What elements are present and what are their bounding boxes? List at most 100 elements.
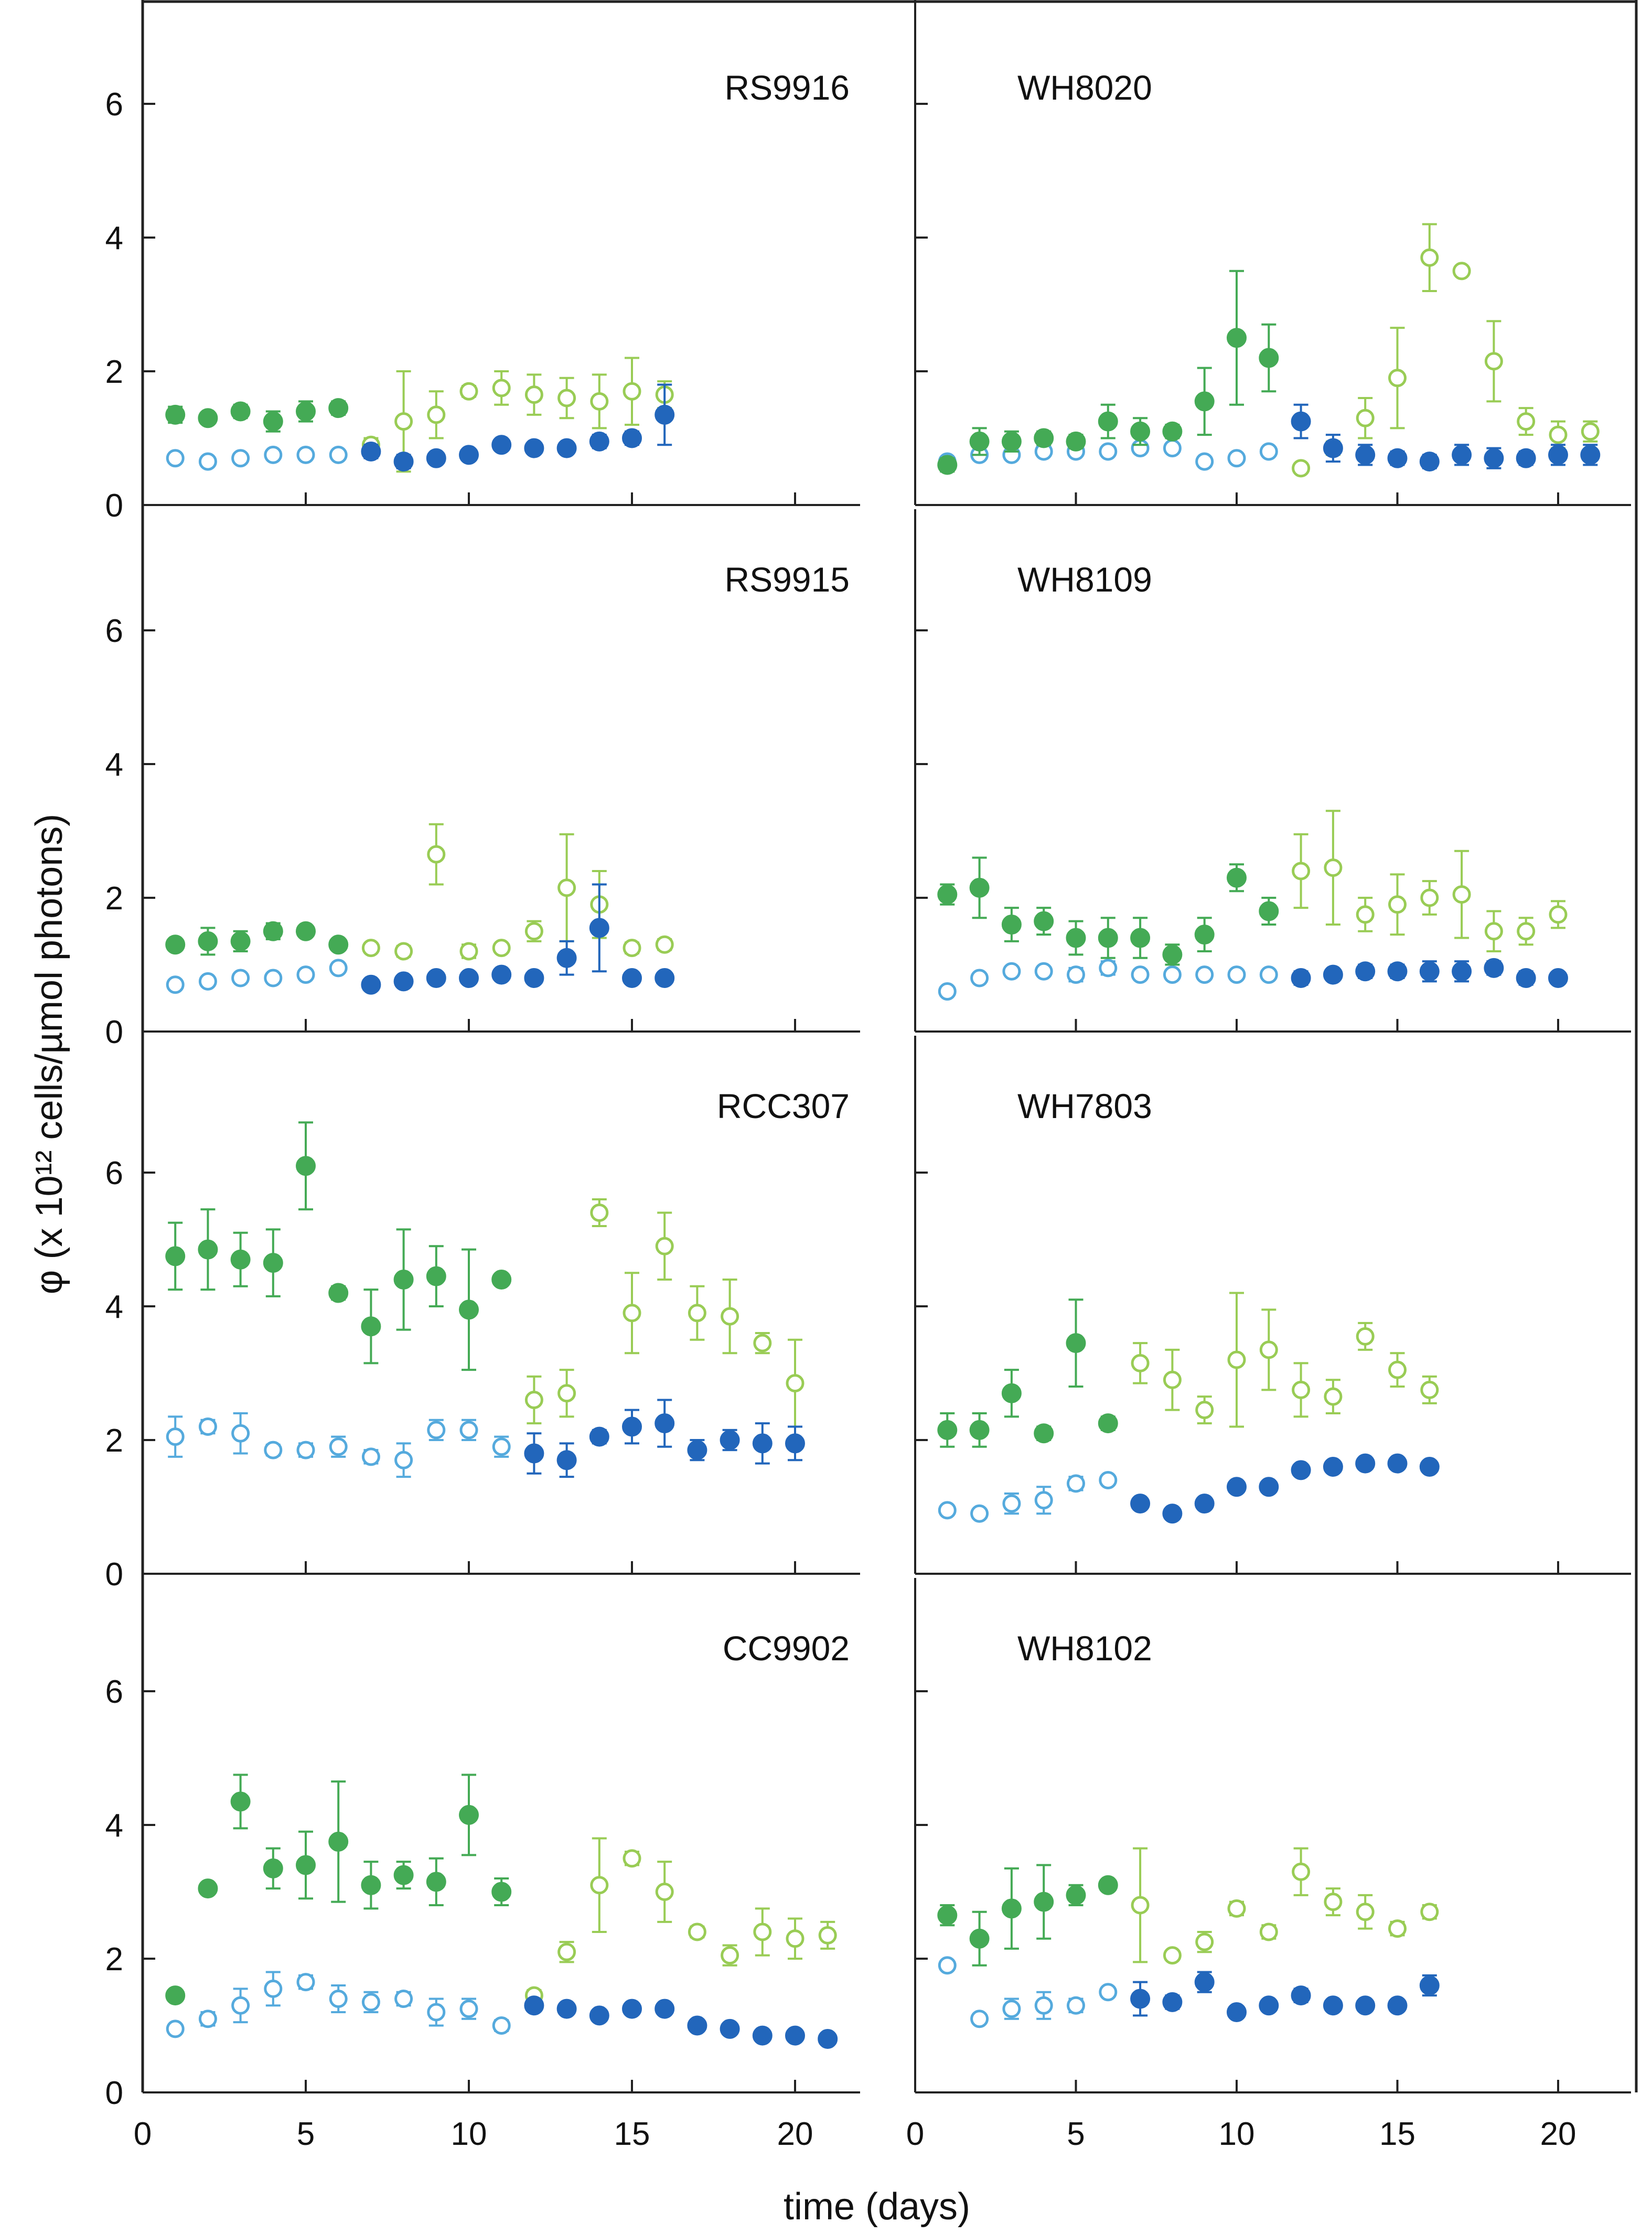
data-point (1002, 1494, 1021, 1513)
data-point (785, 1433, 805, 1454)
data-point (818, 2029, 838, 2049)
data-point (1355, 1453, 1376, 1474)
series-dark-green-filled (937, 270, 1279, 475)
frame (141, 0, 1638, 2092)
y-tick-label: 4 (105, 220, 123, 256)
data-point (1419, 452, 1440, 472)
series-dark-blue-filled (1130, 1453, 1440, 1524)
data-point (1517, 412, 1536, 431)
data-point (1099, 1471, 1118, 1489)
data-point (492, 2016, 511, 2035)
data-point (459, 382, 478, 401)
data-point (557, 878, 576, 897)
data-point (1292, 862, 1311, 880)
data-point (1259, 1477, 1279, 1497)
series-dark-blue-filled (1291, 958, 1568, 988)
data-point (1066, 1333, 1086, 1354)
data-point (1195, 1401, 1214, 1420)
data-point (590, 1204, 609, 1222)
data-point (264, 445, 283, 464)
data-point (1356, 409, 1375, 427)
series-light-blue-open (938, 1471, 1118, 1523)
data-point (556, 1450, 577, 1470)
series-dark-green-filled (165, 1774, 512, 2006)
panel-title: WH8020 (1017, 68, 1152, 107)
data-point (296, 1441, 315, 1459)
data-point (1484, 922, 1503, 941)
panel-wh7803: WH7803 (914, 1036, 1631, 1575)
panel-title: RS9916 (724, 68, 850, 107)
data-point (296, 965, 315, 984)
data-point (1034, 1892, 1054, 1912)
data-point (329, 1437, 348, 1456)
data-point (1580, 445, 1601, 465)
panel-cc9902: 0 2 4 6 0 5 10 15 20 CC9902 (105, 1629, 860, 2152)
data-point (589, 2005, 609, 2026)
data-point (1420, 888, 1439, 907)
x-tick-label: 5 (297, 2116, 315, 2152)
y-tick-label: 6 (105, 1155, 123, 1191)
data-point (264, 969, 283, 987)
panel-wh8102: 0 5 10 15 20 WH8102 (906, 1578, 1631, 2152)
data-point (1548, 968, 1568, 988)
data-point (328, 1831, 349, 1852)
data-point (937, 884, 958, 905)
y-tick-label: 6 (105, 87, 123, 123)
data-point (492, 379, 511, 398)
data-point (970, 969, 989, 987)
data-point (394, 1451, 413, 1469)
series-dark-blue-filled (361, 383, 675, 472)
y-tick-label: 4 (105, 747, 123, 783)
data-point (1034, 1996, 1053, 2015)
data-point (231, 969, 250, 987)
data-point (1227, 1477, 1247, 1497)
y-tick-label: 2 (105, 1941, 123, 1978)
data-point (165, 404, 186, 425)
data-point (1067, 1474, 1085, 1493)
y-tick-label: 2 (105, 354, 123, 390)
data-point (1131, 1354, 1150, 1372)
data-point (1002, 2000, 1021, 2018)
data-point (198, 1417, 217, 1436)
data-point (1034, 1423, 1054, 1444)
data-point (393, 971, 414, 992)
series-dark-green-filled (165, 398, 349, 433)
data-point (969, 1420, 990, 1440)
data-point (1259, 901, 1279, 921)
data-point (1452, 445, 1472, 465)
data-point (1195, 452, 1214, 471)
data-point (1227, 1899, 1246, 1918)
data-point (1387, 961, 1408, 982)
data-point (1066, 1885, 1086, 1905)
data-point (1388, 895, 1407, 914)
data-point (557, 389, 576, 407)
data-point (1227, 2002, 1247, 2022)
data-point (329, 1990, 348, 2008)
data-point (264, 1441, 283, 1459)
data-point (1163, 1946, 1182, 1965)
data-point (1419, 1975, 1440, 1995)
data-point (1259, 442, 1278, 461)
data-point (655, 1413, 675, 1434)
data-point (361, 1316, 381, 1337)
x-tick-label: 10 (451, 2116, 487, 2152)
data-point (1516, 968, 1536, 988)
data-point (937, 1905, 958, 1926)
data-point (1517, 922, 1536, 941)
data-point (198, 1239, 218, 1260)
data-point (590, 392, 609, 411)
data-point (818, 1926, 837, 1945)
data-point (557, 1384, 576, 1403)
data-point (1130, 1494, 1151, 1514)
data-point (1484, 958, 1504, 978)
data-point (263, 921, 283, 941)
data-point (361, 1993, 380, 2012)
data-point (623, 382, 641, 401)
data-point (1420, 1380, 1439, 1399)
data-point (426, 448, 446, 468)
data-point (938, 1956, 957, 1975)
data-point (296, 921, 316, 941)
data-point (1227, 965, 1246, 984)
data-point (1452, 885, 1471, 904)
